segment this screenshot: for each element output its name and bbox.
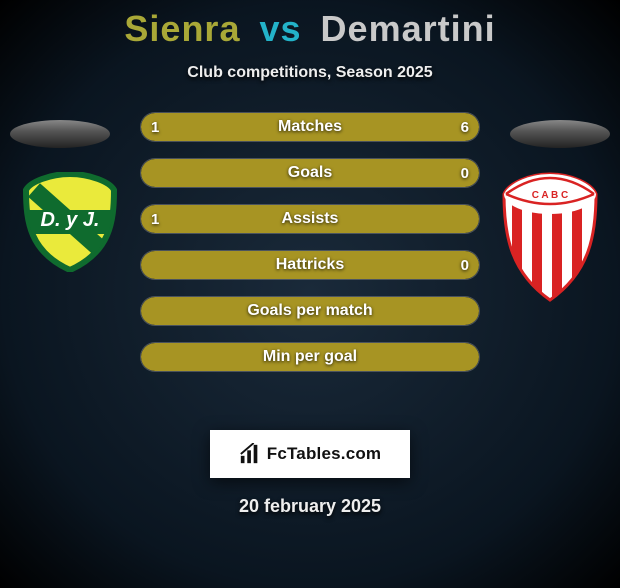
stat-bar: Min per goal [140, 342, 480, 372]
stat-bar: 0Hattricks [140, 250, 480, 280]
shield-icon: C A B C [500, 172, 600, 302]
stat-label: Hattricks [141, 251, 479, 279]
club-crest-left: D. y J. [20, 172, 120, 272]
vs-word: vs [259, 8, 301, 49]
crest-shadow-right [510, 120, 610, 148]
stat-label: Min per goal [141, 343, 479, 371]
club-crest-right: C A B C [500, 172, 600, 302]
comparison-panel: D. y J. C A B C 16Matches 0Goals 1Assists 0… [0, 112, 620, 412]
chart-icon [239, 443, 261, 465]
stat-bar: Goals per match [140, 296, 480, 326]
svg-text:D. y J.: D. y J. [41, 209, 100, 231]
shield-icon: D. y J. [20, 172, 120, 272]
watermark-badge: FcTables.com [210, 430, 410, 478]
watermark-text: FcTables.com [267, 444, 382, 464]
comparison-date: 20 february 2025 [0, 496, 620, 517]
stat-bar: 0Goals [140, 158, 480, 188]
player2-name: Demartini [321, 8, 496, 49]
stat-bars: 16Matches 0Goals 1Assists 0Hattricks Goals p… [140, 112, 480, 388]
stat-bar: 16Matches [140, 112, 480, 142]
comparison-title: Sienra vs Demartini [0, 8, 620, 50]
crest-shadow-left [10, 120, 110, 148]
player1-name: Sienra [124, 8, 240, 49]
stat-label: Goals [141, 159, 479, 187]
stat-label: Matches [141, 113, 479, 141]
stat-label: Goals per match [141, 297, 479, 325]
subtitle: Club competitions, Season 2025 [0, 64, 620, 82]
svg-text:C A B C: C A B C [532, 190, 568, 201]
stat-label: Assists [141, 205, 479, 233]
stat-bar: 1Assists [140, 204, 480, 234]
